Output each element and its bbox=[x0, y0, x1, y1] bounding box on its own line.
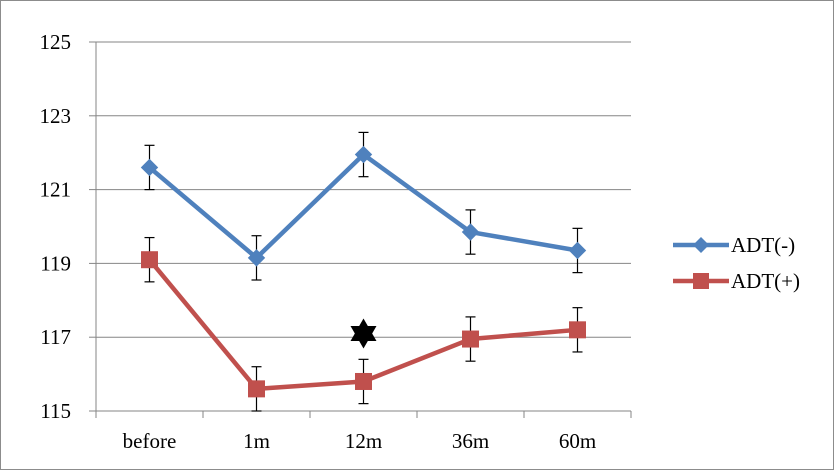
legend-marker-square bbox=[693, 273, 709, 289]
star-annotation-icon bbox=[350, 326, 377, 349]
data-point-diamond bbox=[354, 145, 373, 164]
data-point-diamond bbox=[461, 223, 480, 241]
x-tick-label: 36m bbox=[452, 429, 489, 453]
axes: 115 117 119 121 123 125 before 1m 12m 36m 60m bbox=[40, 30, 632, 453]
y-tick-label: 117 bbox=[40, 325, 71, 349]
data-point-diamond bbox=[140, 158, 159, 177]
data-point-square bbox=[569, 321, 586, 339]
data-point-diamond bbox=[568, 241, 587, 260]
data-point-square bbox=[248, 380, 265, 398]
series-markers bbox=[140, 145, 587, 398]
legend-label: ADT(+) bbox=[731, 269, 800, 293]
x-tick-label: 1m bbox=[243, 429, 270, 453]
y-tick-label: 115 bbox=[40, 399, 71, 423]
y-tick-label: 119 bbox=[40, 251, 71, 275]
y-tick-label: 123 bbox=[40, 104, 72, 128]
data-point-diamond bbox=[247, 249, 266, 267]
annotations bbox=[350, 318, 377, 349]
legend: ADT(-) ADT(+) bbox=[673, 233, 800, 293]
y-tick-label: 125 bbox=[40, 30, 72, 54]
error-bars bbox=[144, 131, 583, 412]
x-tick-label: 60m bbox=[559, 429, 596, 453]
star-annotation-center bbox=[361, 331, 366, 336]
gridlines bbox=[96, 41, 631, 338]
y-tick-label: 121 bbox=[40, 178, 72, 202]
x-tick-label: before bbox=[123, 429, 177, 453]
x-tick-label: 12m bbox=[345, 429, 382, 453]
legend-label: ADT(-) bbox=[731, 233, 795, 257]
data-point-square bbox=[141, 251, 158, 269]
legend-marker-diamond bbox=[693, 237, 709, 253]
data-point-square bbox=[355, 372, 372, 390]
data-point-square bbox=[462, 330, 479, 348]
